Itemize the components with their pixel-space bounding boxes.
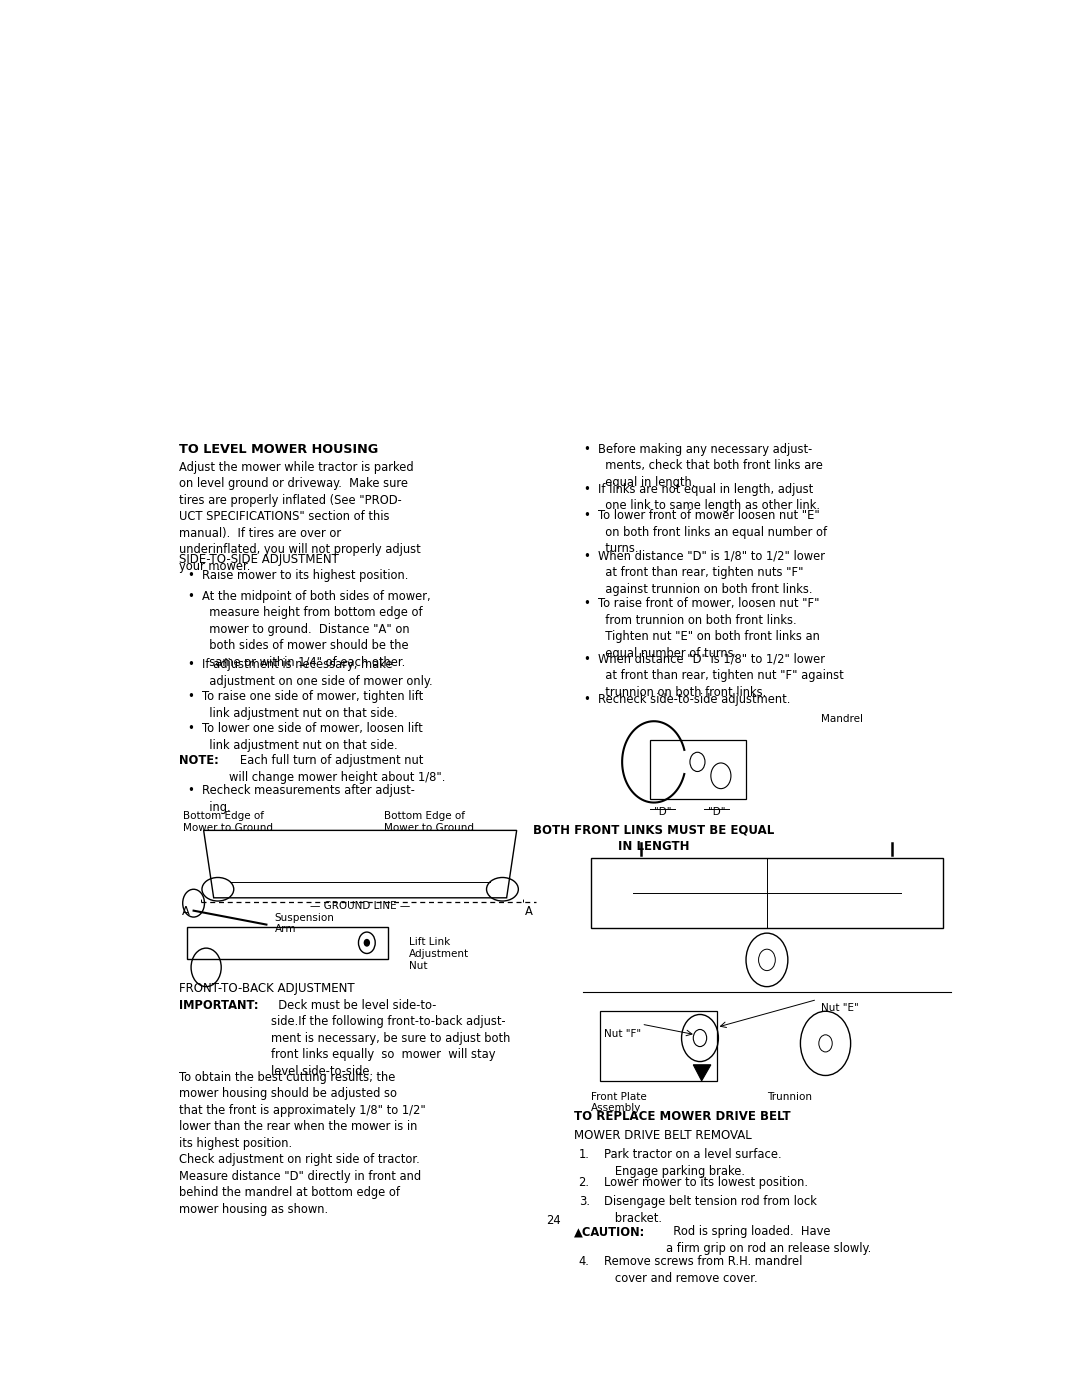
Text: Lower mower to its lowest position.: Lower mower to its lowest position.: [604, 1176, 808, 1188]
Text: To obtain the best cutting results, the
mower housing should be adjusted so
that: To obtain the best cutting results, the …: [178, 1070, 426, 1216]
Text: •: •: [583, 443, 590, 456]
Text: Raise mower to its highest position.: Raise mower to its highest position.: [202, 570, 408, 582]
Text: "D": "D": [653, 806, 671, 817]
Text: At the midpoint of both sides of mower,
  measure height from bottom edge of
  m: At the midpoint of both sides of mower, …: [202, 589, 431, 669]
Text: "D": "D": [708, 806, 726, 817]
Text: BOTH FRONT LINKS MUST BE EQUAL
IN LENGTH: BOTH FRONT LINKS MUST BE EQUAL IN LENGTH: [534, 824, 774, 853]
Text: Before making any necessary adjust-
  ments, check that both front links are
  e: Before making any necessary adjust- ment…: [598, 443, 823, 489]
Text: •: •: [583, 509, 590, 523]
Text: •: •: [583, 598, 590, 610]
Text: •: •: [187, 570, 193, 582]
Text: •: •: [187, 589, 193, 603]
Text: When distance "D" is 1/8" to 1/2" lower
  at front than rear, tighten nuts "F"
 : When distance "D" is 1/8" to 1/2" lower …: [598, 550, 825, 596]
Text: 2.: 2.: [579, 1176, 590, 1188]
Text: 1.: 1.: [579, 1148, 590, 1161]
Text: •: •: [583, 694, 590, 706]
Text: Bottom Edge of
Mower to Ground: Bottom Edge of Mower to Ground: [383, 812, 474, 833]
Text: Adjust the mower while tractor is parked
on level ground or driveway.  Make sure: Adjust the mower while tractor is parked…: [178, 460, 420, 573]
Text: To lower front of mower loosen nut "E"
  on both front links an equal number of
: To lower front of mower loosen nut "E" o…: [598, 509, 827, 555]
Text: Trunnion: Trunnion: [767, 1091, 812, 1101]
Text: Lift Link
Adjustment
Nut: Lift Link Adjustment Nut: [408, 937, 469, 970]
Text: •: •: [187, 691, 193, 703]
Text: Recheck side-to-side adjustment.: Recheck side-to-side adjustment.: [598, 694, 791, 706]
Text: To raise front of mower, loosen nut "F"
  from trunnion on both front links.
  T: To raise front of mower, loosen nut "F" …: [598, 598, 820, 660]
Text: IMPORTANT:: IMPORTANT:: [178, 999, 258, 1012]
Text: •: •: [187, 657, 193, 671]
Text: A: A: [525, 905, 532, 919]
Polygon shape: [693, 1065, 711, 1081]
Text: 3.: 3.: [579, 1195, 590, 1208]
Circle shape: [364, 940, 369, 947]
Text: •: •: [583, 653, 590, 666]
Text: NOTE:: NOTE:: [178, 755, 218, 767]
Text: Mandrel: Mandrel: [822, 713, 863, 724]
Text: •: •: [583, 550, 590, 563]
Text: SIDE-TO-SIDE ADJUSTMENT: SIDE-TO-SIDE ADJUSTMENT: [178, 553, 338, 566]
Text: A: A: [181, 905, 190, 919]
Text: 24: 24: [546, 1213, 561, 1226]
Text: •: •: [187, 784, 193, 798]
Text: Remove screws from R.H. mandrel
   cover and remove cover.: Remove screws from R.H. mandrel cover an…: [604, 1255, 802, 1284]
Text: To raise one side of mower, tighten lift
  link adjustment nut on that side.: To raise one side of mower, tighten lift…: [202, 691, 423, 720]
Text: TO REPLACE MOWER DRIVE BELT: TO REPLACE MOWER DRIVE BELT: [575, 1109, 791, 1123]
Text: Recheck measurements after adjust-
  ing.: Recheck measurements after adjust- ing.: [202, 784, 415, 815]
Text: Front Plate
Assembly: Front Plate Assembly: [591, 1091, 647, 1113]
Text: TO LEVEL MOWER HOUSING: TO LEVEL MOWER HOUSING: [178, 443, 378, 456]
Text: Each full turn of adjustment nut
will change mower height about 1/8".: Each full turn of adjustment nut will ch…: [229, 755, 445, 784]
Text: Disengage belt tension rod from lock
   bracket.: Disengage belt tension rod from lock bra…: [604, 1195, 816, 1225]
Text: •: •: [187, 723, 193, 735]
Text: •: •: [583, 482, 590, 496]
Text: When distance "D" is 1/8" to 1/2" lower
  at front than rear, tighten nut "F" ag: When distance "D" is 1/8" to 1/2" lower …: [598, 653, 843, 699]
Text: 4.: 4.: [579, 1255, 590, 1268]
Text: If adjustment is necessary, make
  adjustment on one side of mower only.: If adjustment is necessary, make adjustm…: [202, 657, 433, 688]
Text: Nut "E": Nut "E": [822, 1002, 859, 1013]
Text: Nut "F": Nut "F": [604, 1030, 640, 1040]
Text: Suspension
Arm: Suspension Arm: [274, 913, 335, 934]
Text: MOWER DRIVE BELT REMOVAL: MOWER DRIVE BELT REMOVAL: [575, 1129, 752, 1143]
Text: To lower one side of mower, loosen lift
  link adjustment nut on that side.: To lower one side of mower, loosen lift …: [202, 723, 422, 752]
Text: — GROUND LINE —: — GROUND LINE —: [310, 901, 410, 910]
Text: ▲CAUTION:: ▲CAUTION:: [575, 1226, 646, 1238]
Text: FRONT-TO-BACK ADJUSTMENT: FRONT-TO-BACK ADJUSTMENT: [178, 983, 354, 995]
Text: Park tractor on a level surface.
   Engage parking brake.: Park tractor on a level surface. Engage …: [604, 1148, 781, 1177]
Text: If links are not equal in length, adjust
  one link to same length as other link: If links are not equal in length, adjust…: [598, 482, 820, 512]
Text: Rod is spring loaded.  Have
a firm grip on rod an release slowly.: Rod is spring loaded. Have a firm grip o…: [666, 1226, 872, 1255]
Text: Bottom Edge of
Mower to Ground: Bottom Edge of Mower to Ground: [183, 812, 273, 833]
Text: Deck must be level side-to-
side.If the following front-to-back adjust-
ment is : Deck must be level side-to- side.If the …: [271, 999, 510, 1079]
